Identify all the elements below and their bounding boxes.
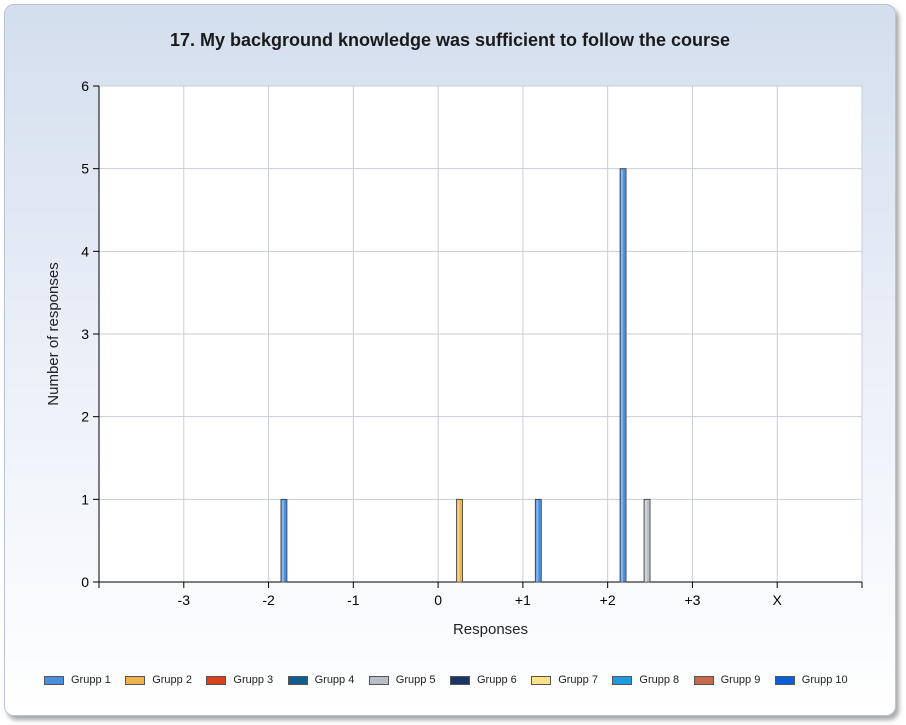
legend-item[interactable]: Grupp 5: [368, 672, 436, 688]
y-tick-label: 1: [81, 491, 89, 507]
legend-swatch: [693, 675, 714, 685]
legend-label: Grupp 9: [720, 674, 761, 686]
y-tick-label: 0: [81, 574, 89, 590]
bar: [619, 168, 627, 583]
x-tick-label: +3: [684, 592, 700, 608]
legend-label: Grupp 5: [395, 674, 436, 686]
legend-item[interactable]: Grupp 10: [774, 672, 848, 688]
y-tick-label: 3: [81, 326, 89, 342]
bar: [534, 498, 542, 583]
legend-label: Grupp 7: [558, 674, 598, 686]
bar-highlight: [457, 500, 460, 582]
legend-label: Grupp 2: [152, 674, 192, 686]
legend-swatch: [450, 675, 470, 685]
bar-highlight: [281, 500, 284, 582]
legend-swatch: [774, 675, 795, 685]
x-tick-label: -2: [262, 592, 275, 608]
legend-swatch: [287, 675, 308, 685]
bar-highlight: [536, 500, 539, 582]
y-tick-label: 4: [81, 243, 89, 259]
y-tick-label: 6: [81, 78, 89, 94]
x-tick-label: 0: [434, 592, 442, 608]
x-tick-label: +1: [515, 592, 531, 608]
legend-item[interactable]: Grupp 7: [531, 672, 598, 688]
legend-item[interactable]: Grupp 1: [44, 672, 111, 688]
x-axis-title: Responses: [453, 621, 528, 638]
bar: [456, 498, 463, 583]
legend-label: Grupp 1: [71, 674, 111, 686]
x-tick-label: -3: [178, 592, 191, 608]
legend-item[interactable]: Grupp 6: [450, 672, 517, 688]
legend-label: Grupp 8: [639, 674, 680, 686]
legend-item[interactable]: Grupp 2: [125, 672, 192, 688]
legend-label: Grupp 6: [477, 674, 517, 686]
legend-swatch: [612, 675, 633, 685]
y-tick-label: 2: [81, 409, 89, 425]
legend-swatch: [206, 675, 227, 685]
legend-label: Grupp 3: [233, 674, 274, 686]
x-tick-label: X: [773, 592, 783, 608]
bar: [280, 498, 288, 583]
y-tick-label: 5: [81, 161, 89, 177]
legend-swatch: [44, 675, 64, 685]
y-axis-title: Number of responses: [45, 262, 62, 405]
legend-label: Grupp 10: [801, 674, 848, 686]
legend-item[interactable]: Grupp 9: [693, 672, 761, 688]
chart-title: 17. My background knowledge was sufficie…: [169, 30, 731, 50]
x-tick-label: -1: [347, 592, 360, 608]
chart-legend: Grupp 1 Grupp 2 Grupp 3 Grupp 4 Grupp 5 Grupp…: [44, 672, 884, 688]
legend-item[interactable]: Grupp 8: [612, 672, 679, 688]
bar-highlight: [621, 169, 624, 582]
legend-swatch: [125, 675, 146, 685]
bar: [643, 498, 651, 583]
bar-highlight: [645, 500, 648, 582]
legend-item[interactable]: Grupp 3: [206, 672, 273, 688]
legend-swatch: [531, 675, 552, 685]
legend-item[interactable]: Grupp 4: [287, 672, 355, 688]
x-tick-label: +2: [600, 592, 616, 608]
legend-label: Grupp 4: [314, 674, 355, 686]
legend-swatch: [368, 675, 389, 685]
